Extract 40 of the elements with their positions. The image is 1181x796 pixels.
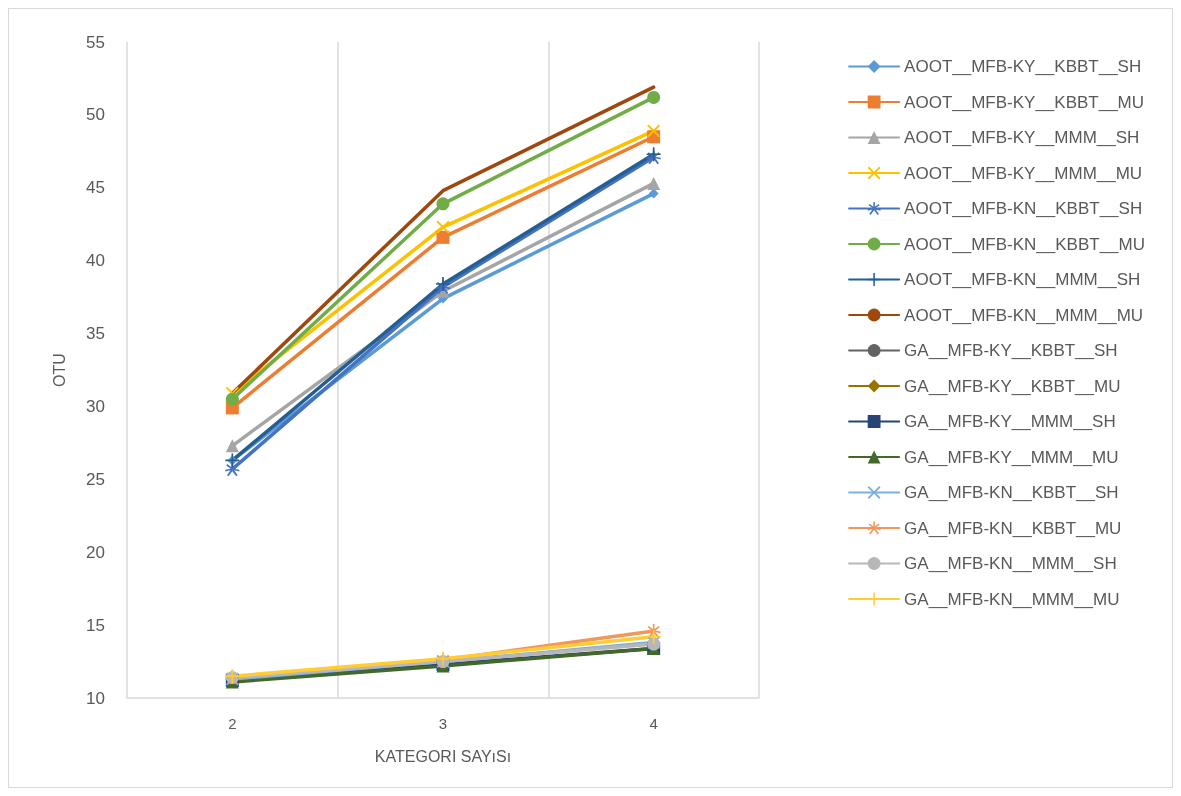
- legend-label: GA__MFB-KY__KBBT__MU: [904, 376, 1121, 396]
- legend-label: AOOT__MFB-KN__KBBT__SH: [904, 199, 1143, 218]
- legend-label: GA__MFB-KN__KBBT__MU: [904, 518, 1122, 538]
- y-tick-label: 30: [86, 396, 105, 416]
- y-axis-title: OTU: [50, 353, 68, 387]
- y-tick-label: 55: [86, 32, 105, 52]
- legend-label: GA__MFB-KY__MMM__MU: [904, 447, 1119, 467]
- point: [225, 439, 239, 453]
- point: [647, 124, 661, 138]
- legend-label: GA__MFB-KN__MMM__MU: [904, 589, 1120, 609]
- y-tick-label: 10: [86, 688, 105, 708]
- legend-label: AOOT__MFB-KY__MMM__MU: [904, 163, 1143, 183]
- x-tick-label: 4: [649, 715, 658, 732]
- legend-label: AOOT__MFB-KN__MMM__SH: [904, 270, 1141, 289]
- y-tick-label: 45: [86, 178, 105, 198]
- legend-label: GA__MFB-KY__KBBT__SH: [904, 341, 1118, 360]
- x-axis-title: KATEGORI SAYıSı: [374, 747, 512, 765]
- legend-label: GA__MFB-KY__MMM__SH: [904, 412, 1116, 431]
- point: [436, 197, 450, 211]
- point: [646, 629, 661, 644]
- point: [436, 220, 450, 234]
- y-tick-label: 15: [86, 615, 105, 635]
- point: [647, 90, 661, 104]
- legend-label: AOOT__MFB-KY__KBBT__SH: [904, 57, 1142, 76]
- y-tick-label: 40: [86, 251, 105, 271]
- point: [647, 176, 661, 190]
- legend-label: AOOT__MFB-KN__KBBT__MU: [904, 234, 1146, 254]
- legend-label: AOOT__MFB-KY__MMM__SH: [904, 128, 1140, 147]
- x-tick-label: 3: [438, 715, 448, 732]
- x-tick-label: 2: [228, 715, 237, 732]
- legend-label: GA__MFB-KN__KBBT__SH: [904, 483, 1119, 502]
- legend-label: GA__MFB-KN__MMM__SH: [904, 554, 1117, 573]
- y-tick-label: 35: [86, 324, 105, 344]
- legend-label: AOOT__MFB-KN__MMM__MU: [904, 305, 1144, 325]
- point: [436, 230, 450, 244]
- y-tick-label: 20: [86, 542, 105, 562]
- point: [225, 392, 239, 406]
- legend-label: AOOT__MFB-KY__KBBT__MU: [904, 92, 1145, 112]
- y-tick-label: 50: [86, 105, 105, 125]
- y-tick-label: 25: [86, 469, 105, 489]
